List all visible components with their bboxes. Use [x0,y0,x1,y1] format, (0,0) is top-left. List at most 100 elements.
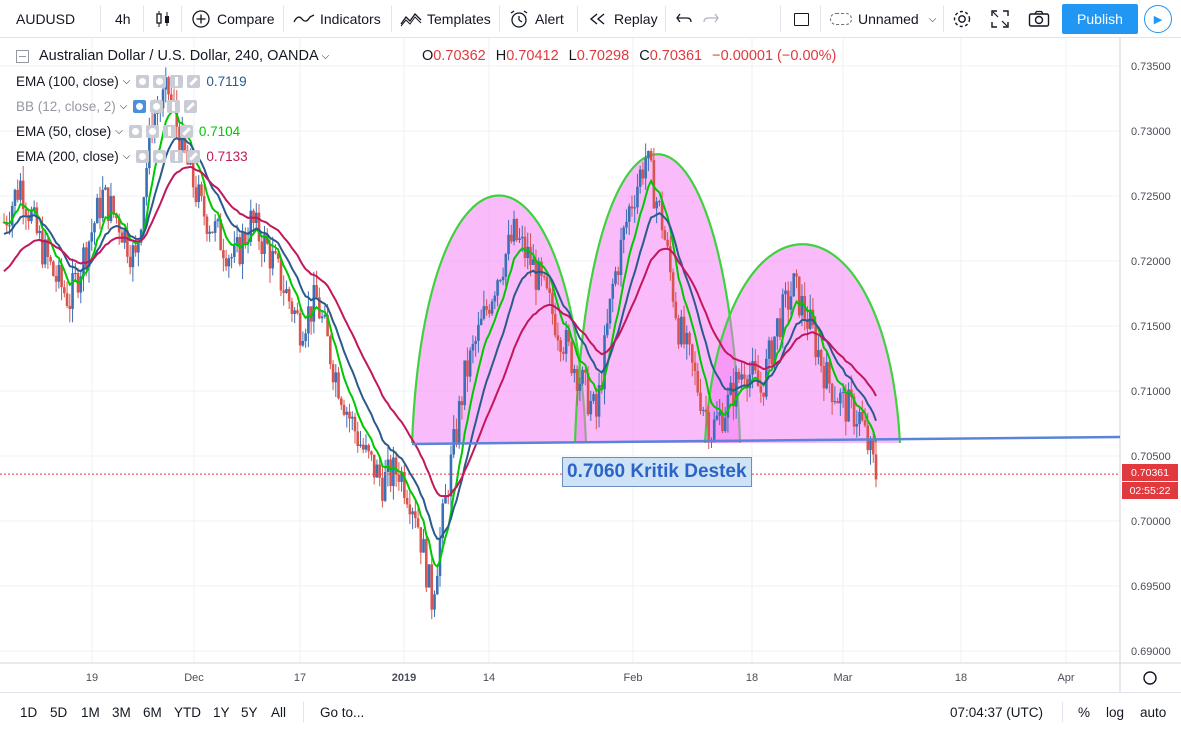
indicator-name[interactable]: EMA (50, close) [16,124,112,139]
indicator-legend-ema100[interactable]: EMA (100, close) ⌵ 0.7119 [16,74,247,89]
support-annotation[interactable]: 0.7060 Kritik Destek [562,457,752,487]
candle-body [773,336,776,365]
symbol-search-button[interactable]: AUDUSD [16,0,75,38]
candle-body [822,365,826,389]
candle-body [49,256,52,262]
publish-button[interactable]: Publish [1062,4,1138,34]
close-icon[interactable] [184,100,198,113]
candle-body [699,392,702,411]
price-chart[interactable]: 0.73500 0.73000 0.72500 0.72000 0.71500 0.710… [0,38,1181,692]
range-1d-button[interactable]: 1D [20,704,38,720]
close-icon[interactable] [187,75,201,88]
candle-body [863,420,867,426]
chevron-down-icon[interactable]: ⌵ [115,126,123,137]
plus-icon[interactable] [162,125,176,138]
indicator-legend-bb[interactable]: BB (12, close, 2) ⌵ [16,99,201,114]
settings-button[interactable] [951,0,973,38]
chart-style-button[interactable] [155,0,171,38]
x-tick-label: 2019 [392,672,416,684]
indicator-legend-ema50[interactable]: EMA (50, close) ⌵ 0.7104 [16,124,240,139]
gear-icon[interactable] [153,150,167,163]
range-6m-button[interactable]: 6M [143,704,162,720]
auto-scale-button[interactable]: auto [1140,704,1167,720]
candle-body [137,242,140,253]
alert-button[interactable]: Alert [509,0,564,38]
eye-icon[interactable] [136,75,150,88]
series-title[interactable]: Australian Dollar / U.S. Dollar, 240, OA… [39,48,319,64]
candle-body [674,301,678,319]
compare-button[interactable]: Compare [191,0,275,38]
candle-body [828,362,831,384]
candle-body [811,309,815,326]
chevron-down-icon[interactable]: ⌵ [122,151,131,162]
candle-body [627,206,631,222]
range-5y-button[interactable]: 5Y [241,704,258,720]
collapse-icon[interactable] [16,49,29,63]
y-tick-label: 0.72500 [1131,191,1171,203]
undo-icon [676,13,692,23]
candle-body [57,264,61,282]
interval-button[interactable]: 4h [115,0,131,38]
fullscreen-layout-button[interactable] [794,0,809,38]
play-icon[interactable]: ▶ [1144,5,1172,33]
log-scale-button[interactable]: log [1106,704,1125,720]
indicator-name[interactable]: BB (12, close, 2) [16,99,116,114]
candle-body [625,221,628,228]
plus-icon[interactable] [170,75,184,88]
close-icon[interactable] [187,150,201,163]
candle-body [101,189,105,219]
indicator-legend-ema200[interactable]: EMA (200, close) ⌵ 0.7133 [16,149,248,164]
candle-body [474,340,477,345]
fullscreen-button[interactable] [990,0,1010,38]
chevron-down-icon[interactable]: ⌵ [321,50,330,62]
candle-body [148,125,151,169]
range-1m-button[interactable]: 1M [81,704,100,720]
percent-scale-button[interactable]: % [1078,704,1091,720]
candle-body [370,451,373,455]
eye-icon[interactable] [136,150,150,163]
candle-body [471,344,475,351]
eye-off-icon[interactable] [133,100,147,113]
layout-name-button[interactable]: Unnamed ⌵ [830,0,936,38]
plus-icon[interactable] [170,150,184,163]
snapshot-button[interactable] [1028,0,1050,38]
goto-date-button[interactable]: Go to... [320,704,365,720]
gear-icon[interactable] [145,125,159,138]
eye-icon[interactable] [128,125,142,138]
indicators-button[interactable]: Indicators [293,0,381,38]
range-all-button[interactable]: All [271,704,287,720]
candle-body [348,411,351,419]
candle-body [301,341,305,346]
plus-icon[interactable] [167,100,181,113]
candle-body [180,127,184,153]
candle-body [87,241,91,268]
range-5d-button[interactable]: 5D [50,704,68,720]
range-3m-button[interactable]: 3M [112,704,131,720]
redo-button[interactable] [702,0,720,38]
gear-icon[interactable] [150,100,164,113]
range-ytd-button[interactable]: YTD [174,704,201,720]
chevron-down-icon[interactable]: ⌵ [119,101,128,112]
candle-body [109,196,113,221]
close-icon[interactable] [179,125,193,138]
candle-body [712,419,716,440]
undo-button[interactable] [675,0,693,38]
candle-body [630,206,634,209]
candle-body [441,503,445,539]
candle-body [10,205,14,226]
replay-button[interactable]: Replay [588,0,658,38]
symbol-label: AUDUSD [16,11,76,27]
chevron-down-icon[interactable]: ⌵ [122,76,131,87]
templates-button[interactable]: Templates [400,0,491,38]
indicator-name[interactable]: EMA (200, close) [16,149,119,164]
gear-icon[interactable] [153,75,167,88]
indicator-name[interactable]: EMA (100, close) [16,74,119,89]
candle-body [389,459,392,487]
candle-body [614,271,617,284]
candle-body [383,472,387,501]
range-1y-button[interactable]: 1Y [213,704,230,720]
clock-timezone[interactable]: 07:04:37 (UTC) [950,704,1044,720]
candle-body [836,401,839,404]
candle-body [704,409,708,413]
chart-pane[interactable]: 0.73500 0.73000 0.72500 0.72000 0.71500 0.710… [0,38,1181,692]
